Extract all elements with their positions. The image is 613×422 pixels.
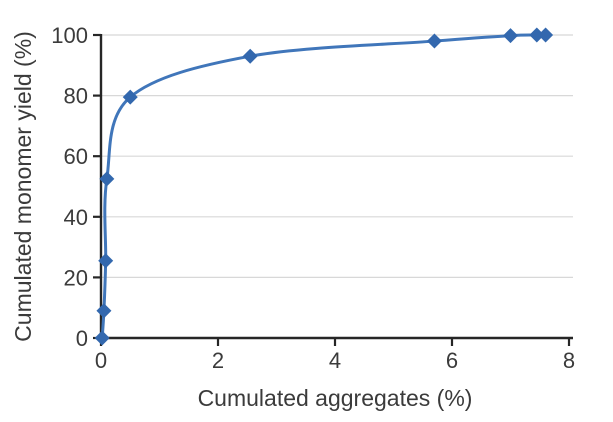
data-point-marker <box>426 33 442 49</box>
data-point-marker <box>99 171 115 187</box>
data-point-marker <box>96 303 112 319</box>
x-tick-label: 6 <box>446 348 458 373</box>
data-point-marker <box>122 89 138 105</box>
x-tick-label: 4 <box>329 348 341 373</box>
data-point-marker <box>242 48 258 64</box>
x-tick-label: 2 <box>212 348 224 373</box>
data-point-marker <box>98 253 114 269</box>
data-point-marker <box>538 27 554 43</box>
y-tick-label: 40 <box>64 205 88 230</box>
x-tick-label: 8 <box>563 348 575 373</box>
y-axis-title: Cumulated monomer yield (%) <box>10 31 36 342</box>
x-tick-label: 0 <box>95 348 107 373</box>
data-point-marker <box>503 28 518 44</box>
data-point-marker <box>94 330 110 346</box>
y-tick-label: 0 <box>76 326 88 351</box>
y-tick-label: 20 <box>64 265 88 290</box>
x-axis-title: Cumulated aggregates (%) <box>198 385 473 411</box>
series-line <box>100 33 548 340</box>
y-tick-label: 100 <box>51 23 88 48</box>
y-tick-label: 80 <box>64 84 88 109</box>
data-point-marker <box>529 27 545 43</box>
y-tick-label: 60 <box>64 144 88 169</box>
